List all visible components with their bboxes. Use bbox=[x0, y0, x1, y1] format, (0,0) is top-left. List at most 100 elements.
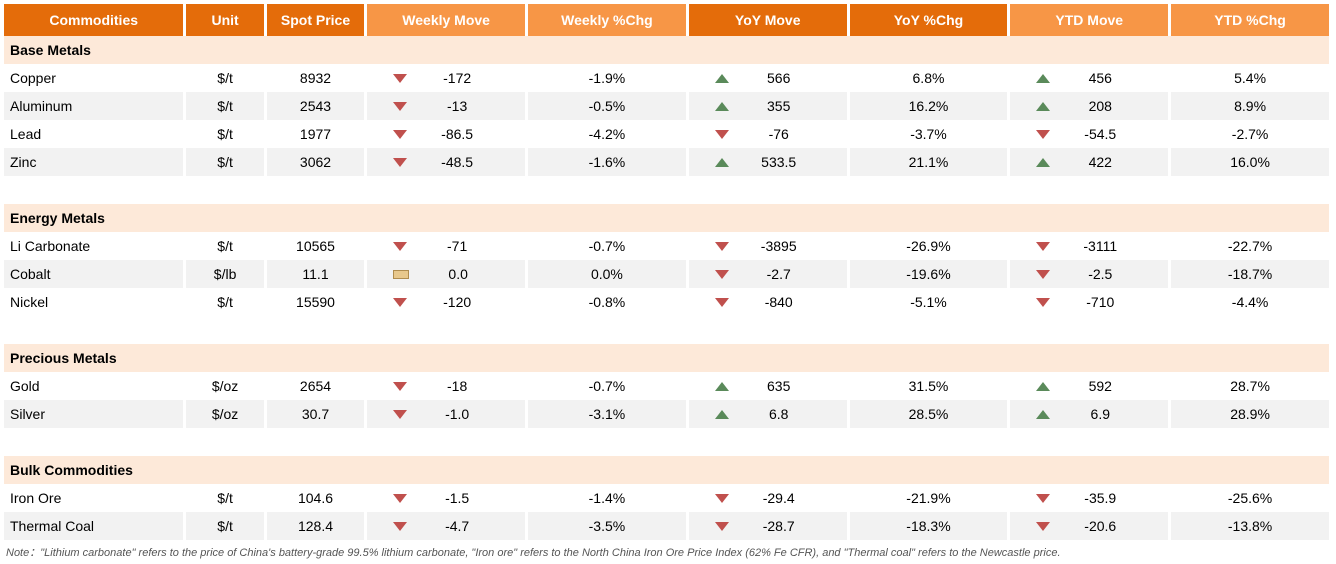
move-value: 456 bbox=[1068, 70, 1162, 86]
ytd-pct: -18.7% bbox=[1170, 260, 1331, 288]
spot-cell: 8932 bbox=[265, 64, 365, 92]
arrow-down-icon bbox=[393, 382, 407, 391]
arrow-down-icon bbox=[715, 242, 729, 251]
spot-cell: 2543 bbox=[265, 92, 365, 120]
arrow-up-icon bbox=[715, 382, 729, 391]
table-row: Aluminum$/t2543-13-0.5%35516.2%2088.9% bbox=[4, 92, 1331, 120]
move-value: -18 bbox=[425, 378, 519, 394]
commodity-name: Aluminum bbox=[4, 92, 185, 120]
move-value: -4.7 bbox=[425, 518, 519, 534]
col-ytdpct: YTD %Chg bbox=[1170, 4, 1331, 36]
section-title: Bulk Commodities bbox=[4, 456, 1331, 484]
unit-cell: $/t bbox=[185, 148, 265, 176]
move-value: 0.0 bbox=[427, 266, 519, 282]
commodity-name: Silver bbox=[4, 400, 185, 428]
section-header: Energy Metals bbox=[4, 204, 1331, 232]
move-value: -28.7 bbox=[747, 518, 841, 534]
unit-cell: $/t bbox=[185, 232, 265, 260]
weekly-pct: -0.5% bbox=[527, 92, 688, 120]
move-value: -2.5 bbox=[1068, 266, 1162, 282]
col-wmove: Weekly Move bbox=[366, 4, 527, 36]
commodity-name: Cobalt bbox=[4, 260, 185, 288]
unit-cell: $/t bbox=[185, 64, 265, 92]
header-row: Commodities Unit Spot Price Weekly Move … bbox=[4, 4, 1331, 36]
ytd-pct: -22.7% bbox=[1170, 232, 1331, 260]
arrow-down-icon bbox=[393, 74, 407, 83]
move-value: -13 bbox=[425, 98, 519, 114]
col-spot: Spot Price bbox=[265, 4, 365, 36]
arrow-down-icon bbox=[1036, 242, 1050, 251]
arrow-down-icon bbox=[393, 522, 407, 531]
ytd-pct: 28.9% bbox=[1170, 400, 1331, 428]
move-value: 6.9 bbox=[1068, 406, 1162, 422]
yoy-pct: -19.6% bbox=[848, 260, 1009, 288]
move-value: -1.0 bbox=[425, 406, 519, 422]
move-value: -20.6 bbox=[1068, 518, 1162, 534]
table-row: Cobalt$/lb11.10.00.0%-2.7-19.6%-2.5-18.7… bbox=[4, 260, 1331, 288]
arrow-down-icon bbox=[715, 270, 729, 279]
col-commodities: Commodities bbox=[4, 4, 185, 36]
spot-cell: 1977 bbox=[265, 120, 365, 148]
yoy-pct: 21.1% bbox=[848, 148, 1009, 176]
move-value: -172 bbox=[425, 70, 519, 86]
commodity-name: Gold bbox=[4, 372, 185, 400]
move-value: 422 bbox=[1068, 154, 1162, 170]
yoy-pct: -21.9% bbox=[848, 484, 1009, 512]
arrow-up-icon bbox=[1036, 410, 1050, 419]
yoy-pct: -5.1% bbox=[848, 288, 1009, 316]
move-value: -29.4 bbox=[747, 490, 841, 506]
section-header: Precious Metals bbox=[4, 344, 1331, 372]
arrow-down-icon bbox=[393, 494, 407, 503]
weekly-pct: -1.6% bbox=[527, 148, 688, 176]
section-header: Base Metals bbox=[4, 36, 1331, 64]
footnote: Note："Lithium carbonate" refers to the p… bbox=[4, 540, 1332, 560]
ytd-pct: 8.9% bbox=[1170, 92, 1331, 120]
arrow-down-icon bbox=[715, 522, 729, 531]
blank-row bbox=[4, 428, 1331, 456]
commodity-name: Lead bbox=[4, 120, 185, 148]
commodity-name: Iron Ore bbox=[4, 484, 185, 512]
arrow-down-icon bbox=[393, 242, 407, 251]
spot-cell: 128.4 bbox=[265, 512, 365, 540]
move-value: -54.5 bbox=[1068, 126, 1162, 142]
unit-cell: $/t bbox=[185, 288, 265, 316]
move-value: 592 bbox=[1068, 378, 1162, 394]
commodities-table: Commodities Unit Spot Price Weekly Move … bbox=[4, 4, 1332, 540]
arrow-up-icon bbox=[715, 102, 729, 111]
unit-cell: $/lb bbox=[185, 260, 265, 288]
arrow-up-icon bbox=[1036, 74, 1050, 83]
unit-cell: $/t bbox=[185, 92, 265, 120]
blank-row bbox=[4, 316, 1331, 344]
move-value: -71 bbox=[425, 238, 519, 254]
yoy-pct: 6.8% bbox=[848, 64, 1009, 92]
yoy-pct: -3.7% bbox=[848, 120, 1009, 148]
blank-row bbox=[4, 176, 1331, 204]
col-unit: Unit bbox=[185, 4, 265, 36]
commodity-name: Zinc bbox=[4, 148, 185, 176]
arrow-down-icon bbox=[393, 130, 407, 139]
arrow-down-icon bbox=[1036, 522, 1050, 531]
arrow-up-icon bbox=[1036, 102, 1050, 111]
spot-cell: 3062 bbox=[265, 148, 365, 176]
arrow-up-icon bbox=[715, 410, 729, 419]
col-ypct: YoY %Chg bbox=[848, 4, 1009, 36]
move-value: -86.5 bbox=[425, 126, 519, 142]
arrow-up-icon bbox=[1036, 158, 1050, 167]
arrow-down-icon bbox=[393, 298, 407, 307]
move-value: -710 bbox=[1068, 294, 1162, 310]
yoy-pct: 31.5% bbox=[848, 372, 1009, 400]
move-value: -76 bbox=[747, 126, 841, 142]
spot-cell: 2654 bbox=[265, 372, 365, 400]
col-wpct: Weekly %Chg bbox=[527, 4, 688, 36]
weekly-pct: -0.8% bbox=[527, 288, 688, 316]
ytd-pct: 16.0% bbox=[1170, 148, 1331, 176]
weekly-pct: -1.4% bbox=[527, 484, 688, 512]
arrow-down-icon bbox=[1036, 494, 1050, 503]
unit-cell: $/t bbox=[185, 120, 265, 148]
ytd-pct: -13.8% bbox=[1170, 512, 1331, 540]
spot-cell: 11.1 bbox=[265, 260, 365, 288]
section-header: Bulk Commodities bbox=[4, 456, 1331, 484]
yoy-pct: -26.9% bbox=[848, 232, 1009, 260]
yoy-pct: 28.5% bbox=[848, 400, 1009, 428]
move-value: 566 bbox=[747, 70, 841, 86]
